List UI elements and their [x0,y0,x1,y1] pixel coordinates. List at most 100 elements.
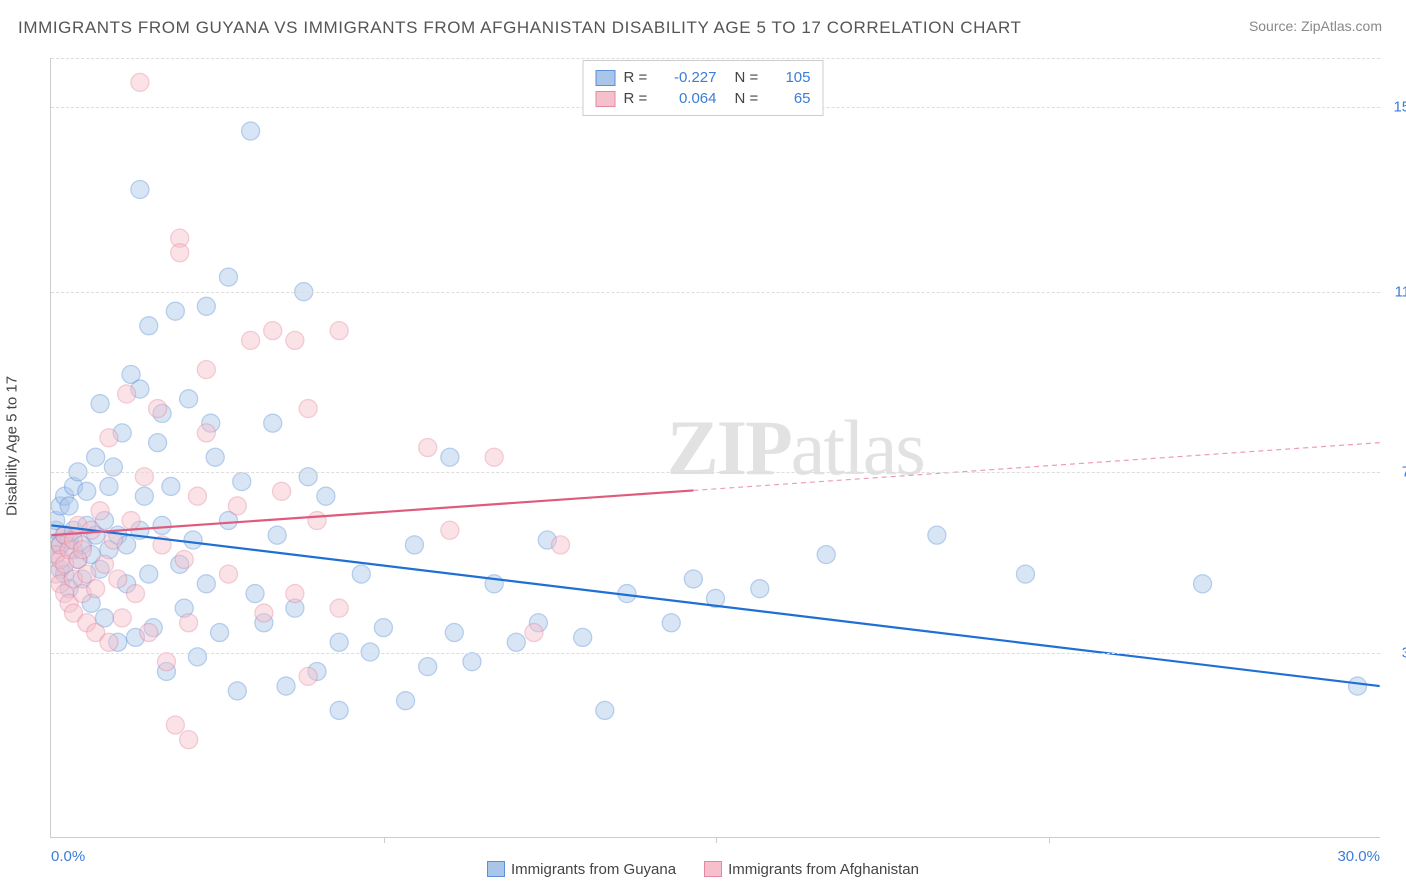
data-point [51,546,65,564]
n-value: 65 [773,90,811,107]
data-point [175,550,193,568]
data-point [60,531,78,549]
data-point [463,653,481,671]
data-point [751,580,769,598]
data-point [268,526,286,544]
data-point [51,550,69,568]
data-point [162,477,180,495]
data-point [78,565,96,583]
data-point [100,541,118,559]
data-point [100,477,118,495]
chart-title: IMMIGRANTS FROM GUYANA VS IMMIGRANTS FRO… [18,18,1022,38]
legend-swatch [596,91,616,107]
data-point [78,614,96,632]
data-point [87,624,105,642]
data-point [175,599,193,617]
data-point [299,400,317,418]
x-tick [716,837,717,843]
data-point [104,531,122,549]
data-point [184,531,202,549]
data-point [419,439,437,457]
data-point [56,526,74,544]
data-point [308,662,326,680]
data-point [122,365,140,383]
data-point [299,468,317,486]
gridline [51,653,1380,654]
data-point [171,555,189,573]
data-point [445,624,463,642]
data-point [73,541,91,559]
data-point [286,585,304,603]
data-point [197,575,215,593]
n-label: N = [735,90,765,107]
legend-label: Immigrants from Guyana [511,861,676,878]
data-point [180,390,198,408]
data-point [69,516,87,534]
data-point [441,521,459,539]
data-point [286,331,304,349]
r-label: R = [624,90,654,107]
data-point [69,550,87,568]
data-point [140,565,158,583]
data-point [211,624,229,642]
x-tick-label: 0.0% [51,848,85,865]
data-point [157,662,175,680]
data-point [219,565,237,583]
data-point [78,482,96,500]
data-point [60,580,78,598]
x-tick [384,837,385,843]
data-point [56,487,74,505]
data-point [60,541,78,559]
data-point [87,580,105,598]
data-point [118,385,136,403]
data-point [126,585,144,603]
data-point [242,122,260,140]
data-point [166,302,184,320]
trend-line [51,490,693,535]
data-point [78,516,96,534]
stats-legend-row: R = -0.227 N = 105 [596,67,811,88]
data-point [131,180,149,198]
data-point [188,487,206,505]
legend-label: Immigrants from Afghanistan [728,861,919,878]
data-point [153,516,171,534]
legend-swatch [596,70,616,86]
data-point [374,619,392,637]
data-point [171,244,189,262]
source-label: Source: ZipAtlas.com [1249,18,1382,34]
data-point [202,414,220,432]
data-point [51,536,69,554]
data-point [118,575,136,593]
data-point [397,692,415,710]
data-point [507,633,525,651]
data-point [246,585,264,603]
data-point [131,380,149,398]
data-point [255,614,273,632]
data-point [73,585,91,603]
data-point [273,482,291,500]
data-point [51,512,65,530]
data-point [330,322,348,340]
data-point [91,395,109,413]
data-point [126,628,144,646]
data-point [286,599,304,617]
data-point [171,229,189,247]
data-point [135,468,153,486]
watermark: ZIPatlas [667,403,924,493]
data-point [113,609,131,627]
legend-swatch [487,861,505,877]
data-point [707,589,725,607]
data-point [308,512,326,530]
gridline [51,472,1380,473]
data-point [552,536,570,554]
data-point [140,624,158,642]
data-point [122,512,140,530]
data-point [60,594,78,612]
data-point [109,633,127,651]
data-point [95,555,113,573]
data-point [618,585,636,603]
data-point [1194,575,1212,593]
data-point [51,546,65,564]
data-point [131,521,149,539]
data-point [73,570,91,588]
